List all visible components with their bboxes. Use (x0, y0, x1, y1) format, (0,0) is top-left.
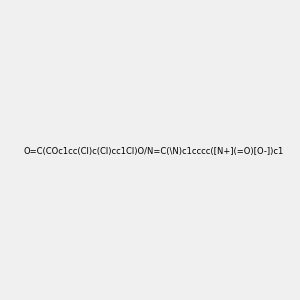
Text: O=C(COc1cc(Cl)c(Cl)cc1Cl)O/N=C(\N)c1cccc([N+](=O)[O-])c1: O=C(COc1cc(Cl)c(Cl)cc1Cl)O/N=C(\N)c1cccc… (24, 147, 284, 156)
